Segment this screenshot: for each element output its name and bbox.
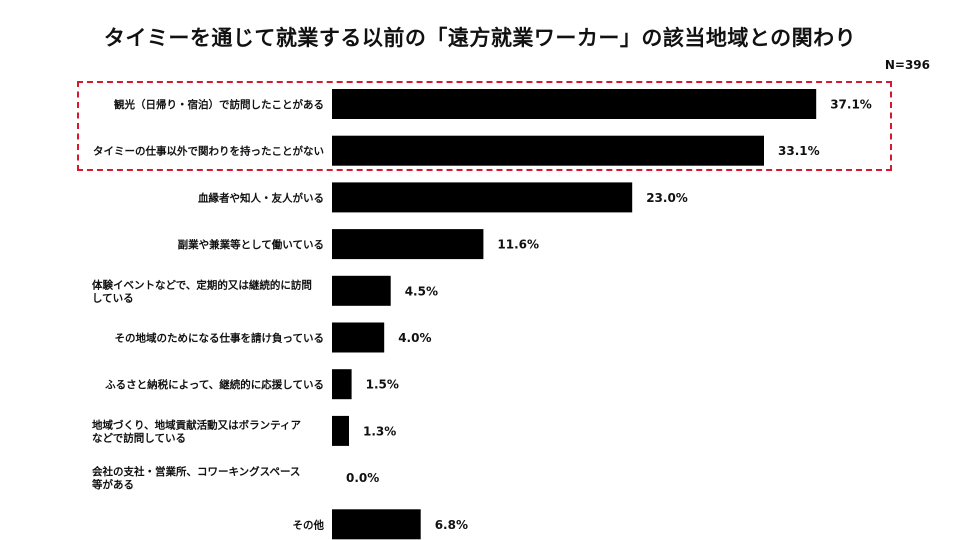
bar-1 — [332, 135, 764, 166]
category-label-1: タイミーの仕事以外で関わりを持ったことがない — [93, 145, 324, 158]
value-label-3: 11.6% — [497, 238, 539, 252]
category-label-0: 観光（日帰り・宿泊）で訪問したことがある — [114, 98, 324, 111]
bar-2 — [332, 182, 633, 213]
value-label-4: 4.5% — [405, 284, 438, 298]
value-label-9: 6.8% — [435, 518, 468, 532]
category-label-3: 副業や兼業等として働いている — [178, 238, 324, 251]
bar-4 — [332, 275, 391, 306]
value-label-2: 23.0% — [646, 191, 688, 205]
chart-title: タイミーを通じて就業する以前の「遠方就業ワーカー」の該当地域との関わり — [103, 26, 857, 50]
value-label-8: 0.0% — [346, 471, 379, 485]
category-label-8-line-0: 会社の支社・営業所、コワーキングスペース — [92, 465, 300, 478]
category-label-8-line-1: 等がある — [91, 478, 134, 491]
bar-9 — [332, 509, 421, 540]
value-label-1: 33.1% — [778, 144, 820, 158]
highlight-dashed-box — [77, 81, 892, 171]
bar-6 — [332, 369, 352, 400]
category-label-6: ふるさと納税によって、継続的に応援している — [105, 378, 324, 391]
category-label-4-line-1: している — [92, 292, 134, 304]
category-label-2: 血縁者や知人・友人がいる — [198, 191, 324, 204]
bar-7 — [332, 415, 349, 446]
value-label-7: 1.3% — [363, 424, 396, 438]
category-label-4-line-0: 体験イベントなどで、定期的又は継続的に訪問 — [92, 278, 312, 291]
value-label-5: 4.0% — [398, 331, 431, 345]
bar-3 — [332, 229, 484, 260]
category-label-9: その他 — [293, 518, 325, 531]
category-label-7-line-0: 地域づくり、地域貢献活動又はボランティア — [92, 418, 301, 431]
category-label-7-line-1: などで訪問している — [92, 431, 186, 444]
sample-size-label: N=396 — [884, 58, 930, 72]
category-label-5: その地域のためになる仕事を請け負っている — [115, 332, 324, 345]
bar-0 — [332, 89, 817, 119]
value-label-0: 37.1% — [830, 98, 872, 112]
value-label-6: 1.5% — [366, 378, 399, 392]
bar-5 — [332, 322, 385, 353]
